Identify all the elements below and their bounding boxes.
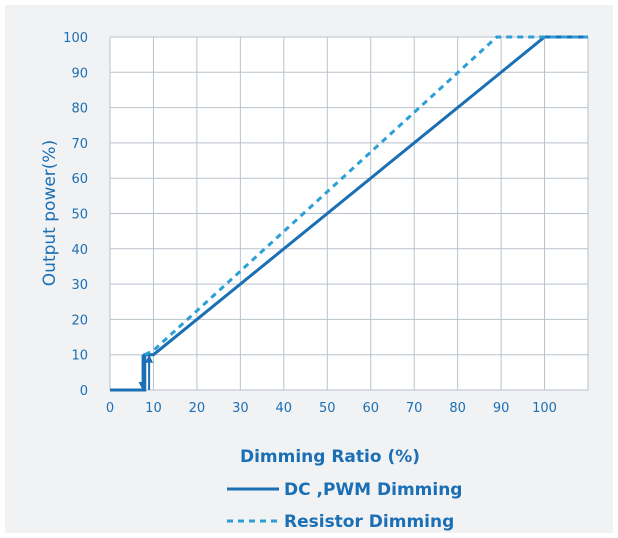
y-tick-label: 10 (71, 349, 88, 364)
arrow-down-icon (138, 382, 147, 390)
x-axis-label: Dimming Ratio (%) (240, 447, 420, 467)
x-tick-label: 40 (276, 401, 293, 416)
y-axis-label: Output power(%) (40, 140, 60, 286)
y-tick-label: 30 (71, 278, 88, 293)
x-tick-label: 0 (106, 401, 114, 416)
y-tick-label: 60 (71, 172, 88, 187)
y-tick-label: 70 (71, 137, 88, 152)
y-tick-label: 40 (71, 243, 88, 258)
x-tick-label: 70 (406, 401, 423, 416)
series-line-resistor (144, 35, 588, 357)
y-tick-label: 90 (71, 66, 88, 81)
y-tick-label: 0 (80, 384, 88, 399)
y-tick-label: 50 (71, 208, 88, 223)
x-tick-label: 80 (449, 401, 466, 416)
x-tick-label: 10 (145, 401, 162, 416)
x-tick-label: 20 (189, 401, 206, 416)
x-tick-label: 30 (232, 401, 249, 416)
legend-label-dc-pwm: DC ,PWM Dimming (284, 480, 462, 500)
y-tick-label: 100 (63, 31, 88, 46)
arrow-markers (138, 354, 154, 390)
y-tick-labels: 0 10 20 30 40 50 60 70 80 90 100 (63, 31, 88, 399)
y-tick-label: 80 (71, 102, 88, 117)
x-tick-label: 90 (493, 401, 510, 416)
y-tick-label: 20 (71, 313, 88, 328)
legend: DC ,PWM Dimming Resistor Dimming (227, 480, 462, 532)
legend-label-resistor: Resistor Dimming (284, 512, 454, 532)
x-tick-labels: 0 10 20 30 40 50 60 70 80 90 100 (106, 401, 557, 416)
x-tick-label: 60 (362, 401, 379, 416)
x-tick-label: 100 (532, 401, 557, 416)
x-tick-label: 50 (319, 401, 336, 416)
arrow-up-icon (145, 354, 154, 363)
